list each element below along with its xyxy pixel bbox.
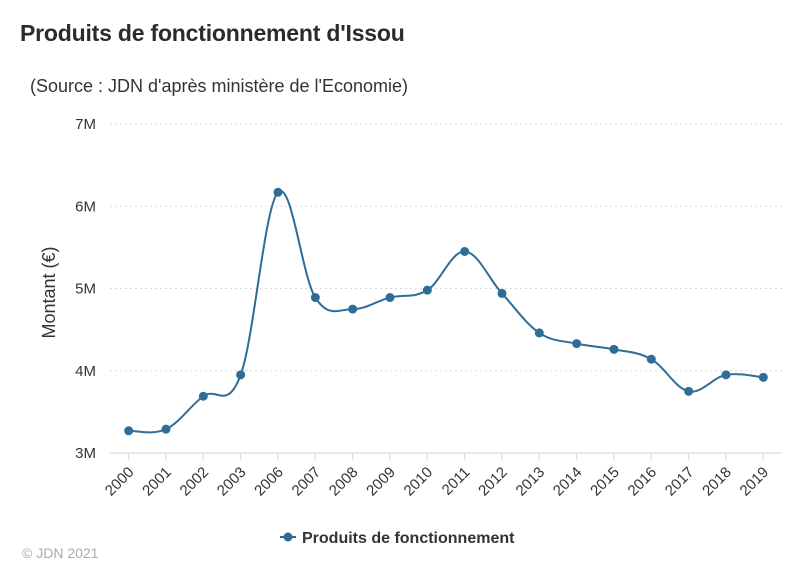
y-tick-label: 5M (75, 281, 96, 298)
data-point-2009[interactable] (385, 293, 395, 303)
series-line-layer (128, 190, 764, 434)
data-points (124, 187, 768, 436)
data-point-2007[interactable] (310, 293, 320, 303)
x-tick-label: 2012 (475, 464, 511, 500)
data-point-2001[interactable] (161, 424, 171, 434)
x-tick-label: 2010 (401, 464, 437, 500)
x-tick-label: 2002 (177, 464, 213, 500)
y-tick-label: 7M (75, 116, 96, 133)
chart-title: Produits de fonctionnement d'Issou (20, 20, 405, 46)
data-point-2000[interactable] (124, 426, 134, 436)
data-point-2003[interactable] (236, 370, 246, 380)
data-point-2015[interactable] (609, 344, 619, 354)
x-tick-label: 2011 (439, 464, 474, 499)
grid-lines (110, 123, 782, 372)
x-tick-label: 2000 (102, 464, 138, 500)
data-point-2018[interactable] (721, 370, 731, 380)
x-tick-label: 2017 (662, 464, 698, 500)
x-tick-label: 2007 (289, 464, 325, 500)
x-tick-label: 2006 (251, 464, 287, 500)
data-point-2013[interactable] (534, 328, 544, 338)
data-point-2011[interactable] (460, 246, 470, 256)
x-tick-label: 2014 (550, 464, 586, 500)
chart-subtitle: (Source : JDN d'après ministère de l'Eco… (30, 76, 409, 96)
legend[interactable]: Produits de fonctionnement (280, 530, 515, 547)
data-point-2008[interactable] (348, 304, 358, 314)
x-tick-label: 2009 (363, 464, 399, 500)
data-point-2012[interactable] (497, 288, 507, 298)
data-point-2014[interactable] (572, 339, 582, 349)
data-point-2016[interactable] (646, 354, 656, 364)
x-tick-label: 2015 (587, 464, 623, 500)
y-tick-label: 4M (75, 363, 96, 380)
data-point-2017[interactable] (684, 386, 694, 396)
x-tick-label: 2008 (326, 464, 362, 500)
y-tick-label: 3M (75, 445, 96, 462)
copyright-text: © JDN 2021 (22, 545, 99, 561)
x-tick-label: 2003 (214, 464, 250, 500)
x-tick-label: 2016 (625, 464, 661, 500)
x-tick-label: 2018 (699, 464, 735, 500)
data-point-2010[interactable] (422, 285, 432, 295)
data-point-2002[interactable] (198, 391, 208, 401)
series-line (128, 190, 764, 434)
data-point-2006[interactable] (273, 187, 283, 197)
x-tick-label: 2013 (513, 464, 549, 500)
x-tick-label: 2001 (139, 464, 175, 500)
legend-label[interactable]: Produits de fonctionnement (302, 530, 515, 547)
legend-marker[interactable] (283, 532, 293, 542)
x-tick-label: 2019 (737, 464, 773, 500)
y-tick-label: 6M (75, 198, 96, 215)
data-point-2019[interactable] (758, 372, 768, 382)
y-axis-title: Montant (€) (39, 246, 59, 338)
